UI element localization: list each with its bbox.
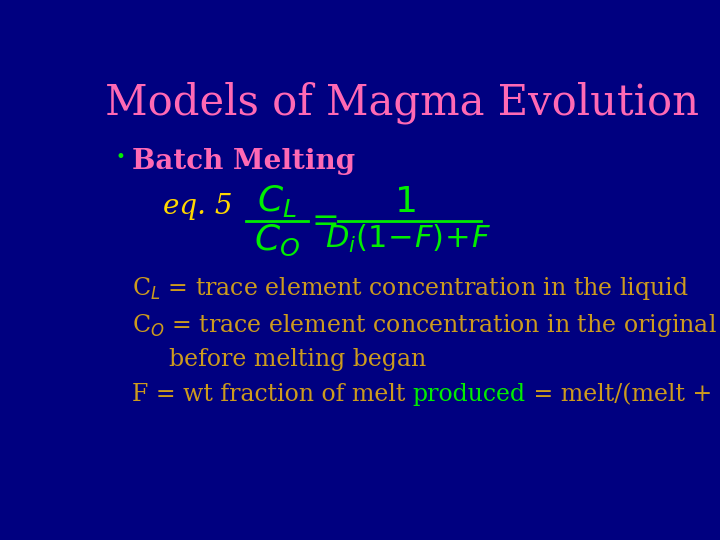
Text: $D_i(1\!-\!F)\!+\!F$: $D_i(1\!-\!F)\!+\!F$ xyxy=(325,223,491,255)
Text: •: • xyxy=(115,148,125,166)
Text: Models of Magma Evolution: Models of Magma Evolution xyxy=(106,82,700,124)
Text: C$_L$ = trace element concentration in the liquid: C$_L$ = trace element concentration in t… xyxy=(132,275,688,302)
Text: $1$: $1$ xyxy=(395,185,416,219)
Text: before melting began: before melting began xyxy=(154,348,426,370)
Text: Batch Melting: Batch Melting xyxy=(132,148,355,175)
Text: $C_O$: $C_O$ xyxy=(254,223,300,258)
Text: produced: produced xyxy=(413,383,526,406)
Text: = melt/(melt + rock): = melt/(melt + rock) xyxy=(526,383,720,406)
Text: eq. 5: eq. 5 xyxy=(163,193,232,220)
Text: $=$: $=$ xyxy=(305,204,338,236)
Text: C$_O$ = trace element concentration in the original rock: C$_O$ = trace element concentration in t… xyxy=(132,312,720,339)
Text: F = wt fraction of melt: F = wt fraction of melt xyxy=(132,383,413,406)
Text: $C_L$: $C_L$ xyxy=(257,183,297,219)
